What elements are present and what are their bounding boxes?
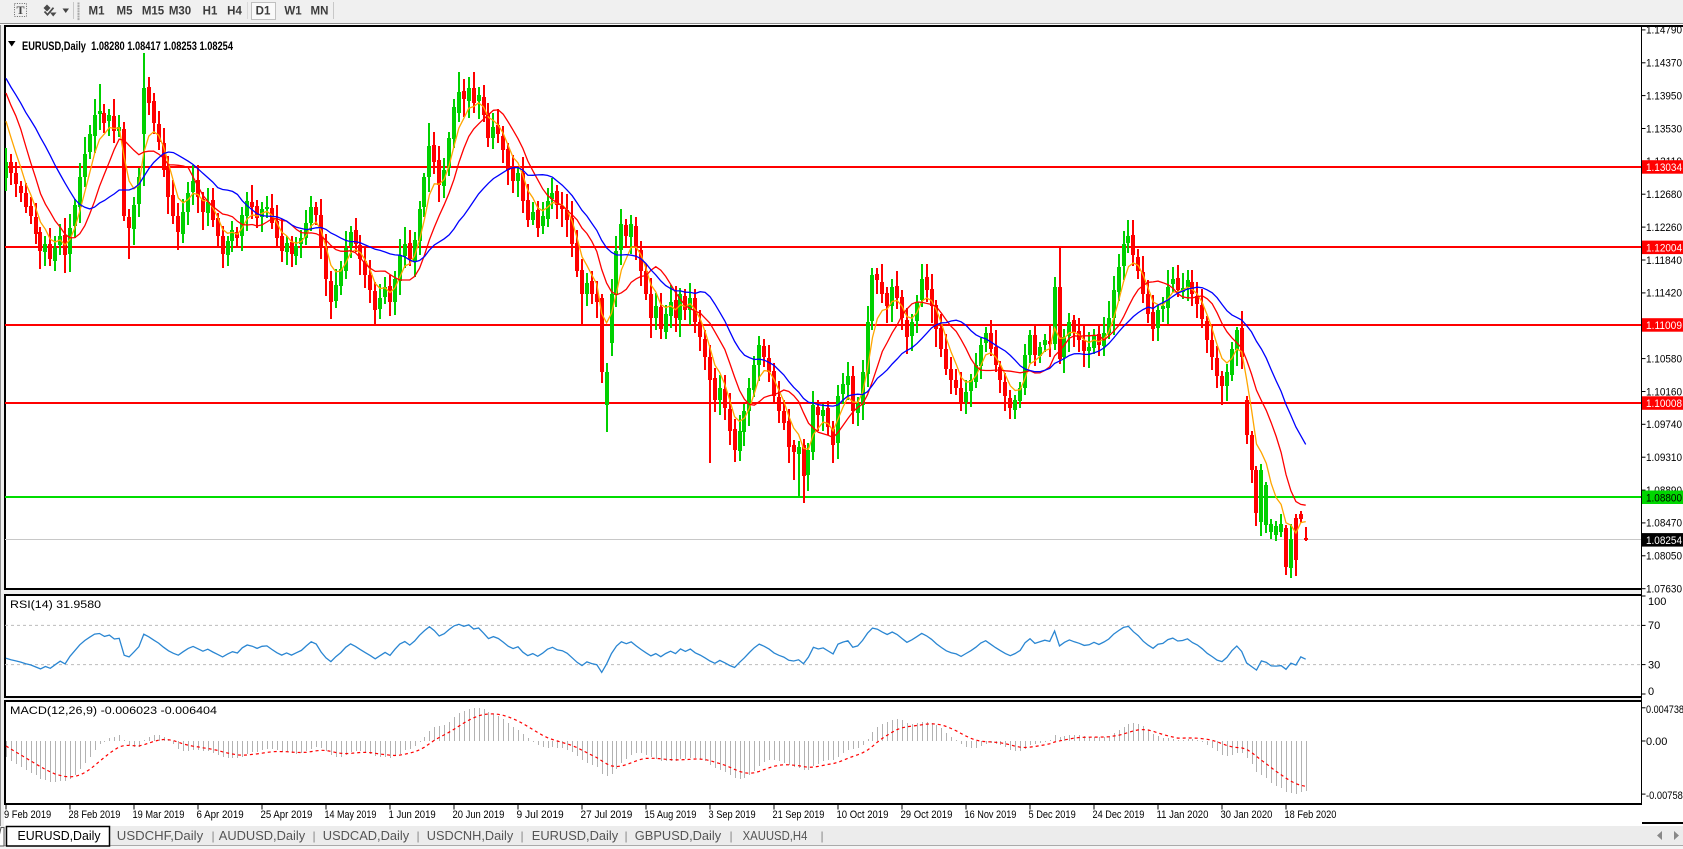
svg-text:1.10580: 1.10580 <box>1646 353 1682 365</box>
svg-text:USDCNH,Daily: USDCNH,Daily <box>427 829 514 843</box>
svg-text:30: 30 <box>1648 659 1660 671</box>
svg-text:EURUSD,Daily: EURUSD,Daily <box>18 829 102 843</box>
svg-text:0.00: 0.00 <box>1646 736 1667 748</box>
svg-text:1.10160: 1.10160 <box>1646 386 1682 398</box>
svg-text:MACD(12,26,9) -0.006023 -0.006: MACD(12,26,9) -0.006023 -0.006404 <box>10 705 217 717</box>
svg-text:D1: D1 <box>256 6 271 18</box>
svg-text:1.10008: 1.10008 <box>1646 398 1682 410</box>
svg-text:20 Jun 2019: 20 Jun 2019 <box>453 809 505 821</box>
svg-text:30 Jan 2020: 30 Jan 2020 <box>1221 809 1273 821</box>
svg-text:0: 0 <box>1648 686 1654 698</box>
svg-text:USDCHF,Daily: USDCHF,Daily <box>117 829 204 843</box>
svg-text:25 Apr 2019: 25 Apr 2019 <box>261 809 313 821</box>
svg-text:100: 100 <box>1648 596 1666 608</box>
svg-text:16 Nov 2019: 16 Nov 2019 <box>965 809 1017 821</box>
svg-text:|: | <box>729 829 732 843</box>
svg-text:15 Aug 2019: 15 Aug 2019 <box>645 809 697 821</box>
svg-text:|: | <box>624 829 627 843</box>
svg-text:29 Oct 2019: 29 Oct 2019 <box>901 809 953 821</box>
svg-text:10 Oct 2019: 10 Oct 2019 <box>837 809 889 821</box>
svg-text:70: 70 <box>1648 620 1660 632</box>
svg-text:1.11840: 1.11840 <box>1646 255 1682 267</box>
svg-text:EURUSD,Daily 1.08280 1.08417: EURUSD,Daily 1.08280 1.08417 1.08253 1.0… <box>22 39 233 53</box>
svg-text:1.14790: 1.14790 <box>1646 25 1682 37</box>
svg-text:XAUUSD,H4: XAUUSD,H4 <box>743 829 808 843</box>
svg-text:0.004738: 0.004738 <box>1646 704 1683 716</box>
svg-text:9 Jul 2019: 9 Jul 2019 <box>517 809 564 821</box>
svg-text:1.11420: 1.11420 <box>1646 288 1682 300</box>
svg-text:T: T <box>16 3 24 17</box>
svg-text:M5: M5 <box>117 6 134 18</box>
svg-text:1.12260: 1.12260 <box>1646 222 1682 234</box>
svg-text:1 Jun 2019: 1 Jun 2019 <box>389 809 436 821</box>
svg-text:1.13530: 1.13530 <box>1646 123 1682 135</box>
svg-text:H4: H4 <box>227 6 242 18</box>
svg-text:1.07630: 1.07630 <box>1646 584 1682 596</box>
svg-text:27 Jul 2019: 27 Jul 2019 <box>581 809 633 821</box>
svg-text:1.08470: 1.08470 <box>1646 518 1682 530</box>
svg-text:M1: M1 <box>89 6 106 18</box>
svg-text:-0.007584: -0.007584 <box>1646 790 1683 802</box>
svg-text:H1: H1 <box>203 6 218 18</box>
svg-text:1.12680: 1.12680 <box>1646 189 1682 201</box>
svg-text:1.13950: 1.13950 <box>1646 90 1682 102</box>
svg-text:5 Dec 2019: 5 Dec 2019 <box>1029 809 1076 821</box>
svg-text:1.09310: 1.09310 <box>1646 452 1682 464</box>
svg-text:1.08254: 1.08254 <box>1646 535 1682 547</box>
svg-text:14 May 2019: 14 May 2019 <box>325 809 377 821</box>
svg-text:USDCAD,Daily: USDCAD,Daily <box>323 829 410 843</box>
svg-text:18 Feb 2020: 18 Feb 2020 <box>1285 809 1337 821</box>
svg-text:RSI(14) 31.9580: RSI(14) 31.9580 <box>10 599 101 611</box>
svg-text:1.09740: 1.09740 <box>1646 419 1682 431</box>
svg-text:W1: W1 <box>284 6 302 18</box>
svg-text:1.08050: 1.08050 <box>1646 551 1682 563</box>
svg-text:|: | <box>416 829 419 843</box>
svg-text:GBPUSD,Daily: GBPUSD,Daily <box>635 829 722 843</box>
svg-text:1.13034: 1.13034 <box>1646 162 1682 174</box>
svg-text:1.12004: 1.12004 <box>1646 242 1682 254</box>
svg-text:6 Apr 2019: 6 Apr 2019 <box>197 809 244 821</box>
svg-text:|: | <box>312 829 315 843</box>
svg-text:1.11009: 1.11009 <box>1646 320 1682 332</box>
svg-text:28 Feb 2019: 28 Feb 2019 <box>69 809 121 821</box>
svg-text:19 Mar 2019: 19 Mar 2019 <box>133 809 185 821</box>
svg-text:21 Sep 2019: 21 Sep 2019 <box>773 809 825 821</box>
svg-text:M30: M30 <box>169 6 191 18</box>
svg-text:11 Jan 2020: 11 Jan 2020 <box>1157 809 1209 821</box>
svg-text:|: | <box>211 829 214 843</box>
svg-text:EURUSD,Daily: EURUSD,Daily <box>532 829 619 843</box>
svg-text:AUDUSD,Daily: AUDUSD,Daily <box>219 829 306 843</box>
svg-text:3 Sep 2019: 3 Sep 2019 <box>709 809 756 821</box>
svg-text:1.14370: 1.14370 <box>1646 58 1682 70</box>
svg-text:MN: MN <box>311 6 329 18</box>
svg-text:24 Dec 2019: 24 Dec 2019 <box>1093 809 1145 821</box>
svg-text:9 Feb 2019: 9 Feb 2019 <box>4 809 51 821</box>
svg-text:M15: M15 <box>142 6 165 18</box>
svg-text:|: | <box>820 829 823 843</box>
svg-text:1.08800: 1.08800 <box>1646 492 1682 504</box>
svg-text:|: | <box>520 829 523 843</box>
